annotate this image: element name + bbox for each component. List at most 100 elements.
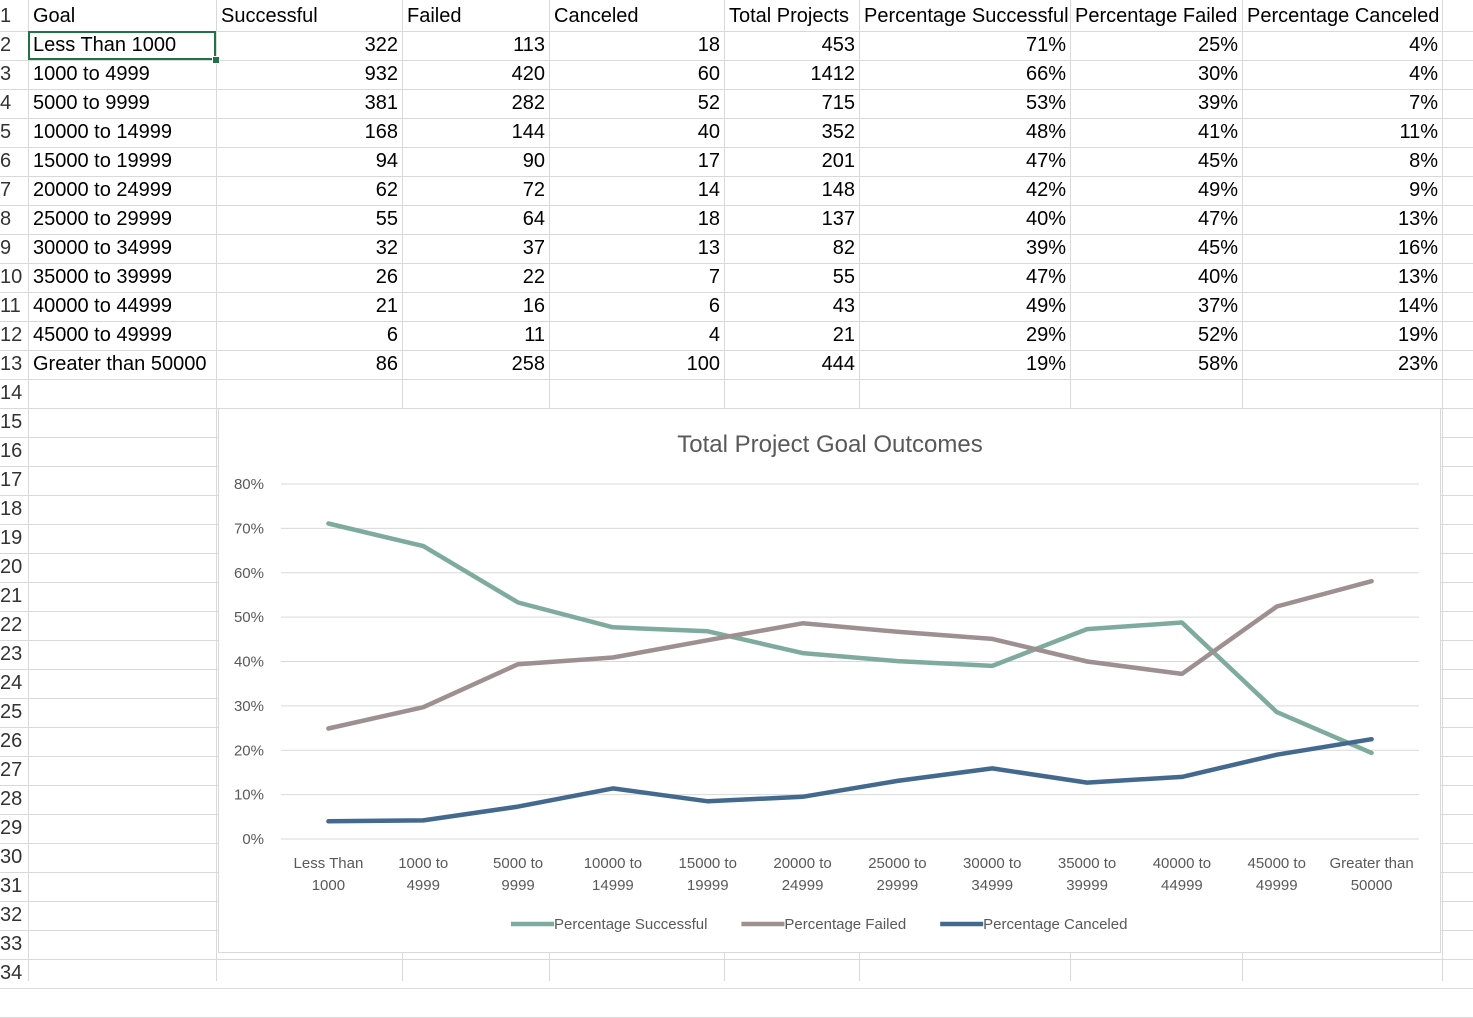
row-header[interactable]: 21	[0, 582, 28, 611]
row-header[interactable]: 17	[0, 466, 28, 495]
table-cell[interactable]: 52	[550, 89, 720, 118]
table-cell[interactable]: 352	[725, 118, 855, 147]
row-header[interactable]: 33	[0, 930, 28, 959]
row-header[interactable]: 9	[0, 234, 28, 263]
table-cell[interactable]: 62	[217, 176, 398, 205]
table-cell[interactable]: 11%	[1243, 118, 1438, 147]
table-cell[interactable]: 100	[550, 350, 720, 379]
table-cell[interactable]: 49%	[860, 292, 1066, 321]
fill-handle[interactable]	[212, 56, 220, 64]
row-header[interactable]: 23	[0, 640, 28, 669]
table-cell[interactable]: 444	[725, 350, 855, 379]
table-cell[interactable]: 26	[217, 263, 398, 292]
table-cell[interactable]: 45%	[1071, 147, 1238, 176]
table-cell[interactable]: 32	[217, 234, 398, 263]
table-cell[interactable]: 4%	[1243, 31, 1438, 60]
row-header[interactable]: 8	[0, 205, 28, 234]
table-cell[interactable]: 11	[403, 321, 545, 350]
table-cell[interactable]: 37	[403, 234, 545, 263]
row-header[interactable]: 16	[0, 437, 28, 466]
table-cell[interactable]: 16	[403, 292, 545, 321]
table-cell[interactable]: 49%	[1071, 176, 1238, 205]
table-cell[interactable]: 48%	[860, 118, 1066, 147]
row-header[interactable]: 18	[0, 495, 28, 524]
table-cell[interactable]: 86	[217, 350, 398, 379]
table-cell[interactable]: 39%	[1071, 89, 1238, 118]
row-header[interactable]: 30	[0, 843, 28, 872]
table-cell[interactable]: 55	[217, 205, 398, 234]
table-cell[interactable]: 932	[217, 60, 398, 89]
table-cell[interactable]: 10000 to 14999	[29, 118, 216, 147]
table-cell[interactable]: 47%	[860, 147, 1066, 176]
table-cell[interactable]: 15000 to 19999	[29, 147, 216, 176]
table-cell[interactable]: 43	[725, 292, 855, 321]
table-cell[interactable]: 13	[550, 234, 720, 263]
table-cell[interactable]: 18	[550, 31, 720, 60]
table-cell[interactable]: 60	[550, 60, 720, 89]
table-cell[interactable]: 71%	[860, 31, 1066, 60]
table-cell[interactable]: 40%	[1071, 263, 1238, 292]
table-cell[interactable]: 21	[217, 292, 398, 321]
table-cell[interactable]: 40	[550, 118, 720, 147]
row-header[interactable]: 22	[0, 611, 28, 640]
row-header[interactable]: 29	[0, 814, 28, 843]
table-cell[interactable]: 47%	[1071, 205, 1238, 234]
table-cell[interactable]: 47%	[860, 263, 1066, 292]
table-cell[interactable]: 13%	[1243, 263, 1438, 292]
table-cell[interactable]: 9%	[1243, 176, 1438, 205]
column-header-cell[interactable]: Successful	[217, 2, 402, 31]
row-header[interactable]: 2	[0, 31, 28, 60]
column-header-cell[interactable]: Percentage Failed	[1071, 2, 1242, 31]
table-cell[interactable]: 5000 to 9999	[29, 89, 216, 118]
table-cell[interactable]: 17	[550, 147, 720, 176]
line-chart[interactable]: Total Project Goal Outcomes 0% 10% 20% 30% 40…	[218, 408, 1441, 953]
table-cell[interactable]: 53%	[860, 89, 1066, 118]
column-header-cell[interactable]: Percentage Successful	[860, 2, 1070, 31]
column-header-cell[interactable]: Canceled	[550, 2, 724, 31]
table-cell[interactable]: 14%	[1243, 292, 1438, 321]
row-header[interactable]: 10	[0, 263, 28, 292]
table-cell[interactable]: 16%	[1243, 234, 1438, 263]
table-cell[interactable]: 420	[403, 60, 545, 89]
row-header[interactable]: 26	[0, 727, 28, 756]
table-cell[interactable]: 58%	[1071, 350, 1238, 379]
column-header-cell[interactable]: Total Projects	[725, 2, 859, 31]
row-header[interactable]: 34	[0, 959, 28, 988]
row-header[interactable]: 3	[0, 60, 28, 89]
row-header[interactable]: 19	[0, 524, 28, 553]
table-cell[interactable]: 20000 to 24999	[29, 176, 216, 205]
table-cell[interactable]: 30000 to 34999	[29, 234, 216, 263]
row-header[interactable]: 31	[0, 872, 28, 901]
table-cell[interactable]: 6	[550, 292, 720, 321]
table-cell[interactable]: 4%	[1243, 60, 1438, 89]
table-cell[interactable]: 7	[550, 263, 720, 292]
row-header[interactable]: 25	[0, 698, 28, 727]
table-cell[interactable]: 19%	[1243, 321, 1438, 350]
table-cell[interactable]: 322	[217, 31, 398, 60]
row-header[interactable]: 12	[0, 321, 28, 350]
table-cell[interactable]: 40%	[860, 205, 1066, 234]
row-header[interactable]: 5	[0, 118, 28, 147]
table-cell[interactable]: 6	[217, 321, 398, 350]
table-cell[interactable]: 258	[403, 350, 545, 379]
table-cell[interactable]: 4	[550, 321, 720, 350]
column-header-cell[interactable]: Percentage Canceled	[1243, 2, 1442, 31]
table-cell[interactable]: 29%	[860, 321, 1066, 350]
column-header-cell[interactable]: Goal	[29, 2, 216, 31]
table-cell[interactable]: Greater than 50000	[29, 350, 216, 379]
table-cell[interactable]: 23%	[1243, 350, 1438, 379]
table-cell[interactable]: 201	[725, 147, 855, 176]
row-header[interactable]: 14	[0, 379, 28, 408]
row-header[interactable]: 4	[0, 89, 28, 118]
table-cell[interactable]: 45000 to 49999	[29, 321, 216, 350]
table-cell[interactable]: 18	[550, 205, 720, 234]
table-cell[interactable]: 42%	[860, 176, 1066, 205]
table-cell[interactable]: 14	[550, 176, 720, 205]
table-cell[interactable]: 25000 to 29999	[29, 205, 216, 234]
table-cell[interactable]: 282	[403, 89, 545, 118]
row-header[interactable]: 11	[0, 292, 28, 321]
table-cell[interactable]: 715	[725, 89, 855, 118]
table-cell[interactable]: 37%	[1071, 292, 1238, 321]
table-cell[interactable]: 72	[403, 176, 545, 205]
table-cell[interactable]: 7%	[1243, 89, 1438, 118]
